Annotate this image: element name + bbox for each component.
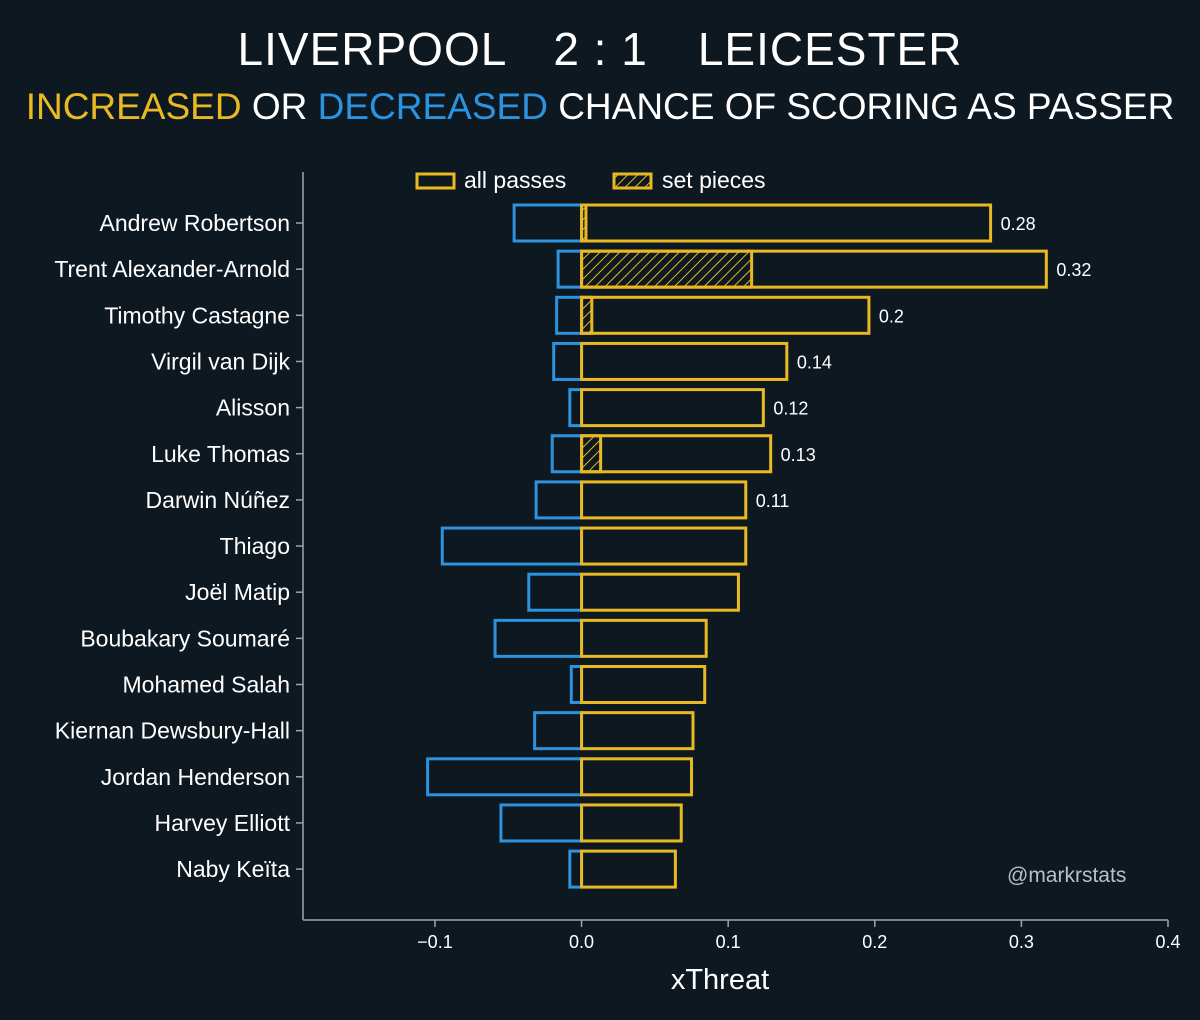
x-tick-label: 0.3 (1009, 932, 1034, 952)
away-team-name: LEICESTER (697, 23, 963, 75)
decrease-bar (552, 341, 584, 381)
subtitle-increased: INCREASED (25, 86, 242, 127)
player-label: Alisson (216, 395, 290, 421)
player-label: Naby Keïta (176, 856, 290, 882)
player-label: Andrew Robertson (100, 210, 291, 236)
increase-bar (580, 526, 748, 566)
decrease-bar (556, 249, 584, 289)
set-pieces-bar (580, 249, 754, 289)
decrease-bar (569, 665, 584, 704)
increase-bar (580, 665, 707, 704)
home-team-name: LIVERPOOL (237, 23, 508, 75)
decrease-bar (550, 434, 584, 474)
chart-subtitle: INCREASED OR DECREASED CHANCE OF SCORING… (0, 86, 1200, 128)
data-label: 0.2 (879, 306, 904, 326)
increase-bar (580, 434, 773, 474)
x-tick-label: 0.2 (862, 932, 887, 952)
subtitle-decreased: DECREASED (317, 86, 548, 127)
increase-bar (580, 388, 765, 428)
decrease-bar (440, 526, 584, 566)
decrease-bar (499, 803, 584, 843)
player-label: Kiernan Dewsbury-Hall (55, 718, 290, 744)
decrease-bar (568, 849, 584, 889)
player-label: Timothy Castagne (104, 302, 290, 328)
player-label: Thiago (220, 533, 290, 559)
decrease-bar (534, 480, 584, 520)
increase-bar (580, 757, 694, 797)
increase-bar (580, 341, 789, 381)
increase-bar (580, 572, 740, 612)
data-label: 0.12 (773, 399, 808, 419)
increase-bar (580, 295, 871, 335)
decrease-bar (512, 203, 584, 243)
chart-title: LIVERPOOL 2 : 1 LEICESTER (0, 22, 1200, 76)
set-pieces-bar (580, 203, 588, 243)
axes: −0.1 0.0 0.1 0.2 0.3 0.4 xThreat (296, 172, 1181, 996)
data-label: 0.11 (756, 491, 790, 511)
x-axis-label: xThreat (671, 964, 769, 996)
data-label: 0.32 (1056, 260, 1091, 280)
data-label: 0.28 (1001, 214, 1036, 234)
decrease-bar (493, 618, 584, 658)
match-score: 2 : 1 (553, 23, 648, 75)
decrease-bar (527, 572, 584, 612)
decrease-bar (568, 388, 584, 428)
data-label: 0.14 (797, 352, 832, 372)
decrease-bar (426, 757, 584, 797)
bars (426, 203, 1048, 889)
legend-set-pieces-label: set pieces (662, 167, 766, 193)
player-label: Mohamed Salah (123, 672, 291, 698)
player-label: Joël Matip (185, 579, 290, 605)
decrease-bar (555, 295, 584, 335)
player-label: Trent Alexander-Arnold (54, 256, 290, 282)
x-tick-label: 0.4 (1155, 932, 1180, 952)
player-label: Boubakary Soumaré (80, 625, 290, 651)
subtitle-or: OR (241, 86, 318, 127)
set-pieces-bar (580, 295, 594, 335)
x-tick-label: 0.0 (569, 932, 594, 952)
set-pieces-bar (580, 434, 603, 474)
legend-all-passes-swatch (415, 172, 456, 190)
increase-bar (580, 711, 695, 751)
player-label: Luke Thomas (151, 441, 290, 467)
player-label: Jordan Henderson (101, 764, 290, 790)
increase-bar (580, 480, 748, 520)
x-tick-label: −0.1 (417, 932, 453, 952)
player-label: Darwin Núñez (146, 487, 290, 513)
increase-bar (580, 803, 683, 843)
legend: all passes set pieces (415, 167, 766, 193)
legend-set-pieces-swatch (612, 172, 653, 190)
player-label: Harvey Elliott (155, 810, 291, 836)
legend-all-passes-label: all passes (464, 167, 566, 193)
labels: Andrew Robertson 0.28 Trent Alexander-Arno… (54, 210, 1091, 882)
decrease-bar (533, 711, 584, 751)
subtitle-rest: CHANCE OF SCORING AS PASSER (547, 86, 1175, 127)
data-label: 0.13 (781, 445, 816, 465)
increase-bar (580, 618, 708, 658)
x-tick-label: 0.1 (716, 932, 741, 952)
increase-bar (580, 203, 993, 243)
player-label: Virgil van Dijk (151, 348, 290, 374)
increase-bar (580, 849, 677, 889)
watermark: @markrstats (1007, 864, 1127, 887)
